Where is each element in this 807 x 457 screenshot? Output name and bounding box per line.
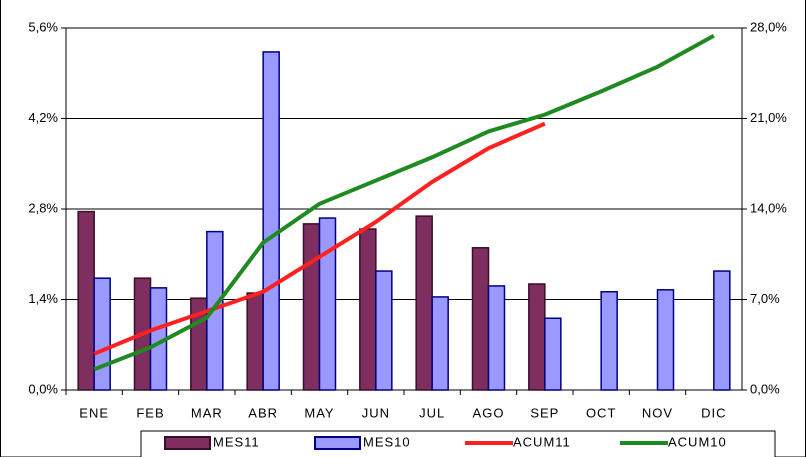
x-tick-label: ENE — [79, 405, 109, 420]
x-tick-label: OCT — [586, 405, 616, 420]
legend-label: ACUM10 — [668, 434, 727, 449]
legend-label: ACUM11 — [513, 434, 571, 449]
bar — [713, 270, 731, 391]
bar — [262, 51, 280, 391]
bar — [471, 247, 490, 391]
bar — [375, 270, 393, 391]
legend-swatch — [164, 436, 211, 450]
y2-tick-label: 28,0% — [750, 19, 787, 34]
bar — [600, 290, 618, 391]
line — [93, 34, 715, 372]
x-tick-label: NOV — [642, 405, 673, 420]
y-tick-label: 1,4% — [28, 291, 58, 306]
x-tick-label: ABR — [248, 405, 278, 420]
y2-tick-label: 0,0% — [750, 381, 780, 396]
y2-tick-label: 7,0% — [750, 291, 780, 306]
bar — [528, 283, 546, 391]
bar — [77, 210, 95, 391]
y-tick-label: 0,0% — [28, 381, 58, 396]
bar — [656, 289, 675, 391]
x-tick-label: DIC — [701, 405, 726, 420]
y-tick-label: 2,8% — [28, 200, 58, 215]
x-tick-label: JUN — [362, 405, 390, 420]
bar — [246, 292, 264, 391]
y-tick-label: 4,2% — [28, 110, 58, 125]
bar — [359, 228, 377, 391]
y2-tick-label: 21,0% — [750, 110, 787, 125]
y2-tick-label: 14,0% — [750, 200, 787, 215]
x-tick-label: JUL — [419, 405, 445, 420]
y-tick-label: 5,6% — [28, 19, 58, 34]
x-tick-label: FEB — [136, 405, 164, 420]
bar — [431, 296, 449, 391]
legend-swatch — [314, 436, 361, 450]
x-tick-label: AGO — [473, 405, 505, 420]
bar — [487, 285, 506, 391]
legend-label: MES11 — [213, 434, 260, 449]
legend-box — [140, 430, 776, 457]
bar — [93, 277, 111, 391]
legend-label: MES10 — [363, 434, 411, 449]
x-tick-label: MAY — [304, 405, 334, 420]
bar — [302, 223, 321, 391]
x-tick-label: SEP — [530, 405, 559, 420]
bar — [318, 217, 337, 391]
bar — [544, 317, 562, 391]
bar — [415, 215, 433, 391]
x-tick-label: MAR — [191, 405, 223, 420]
line — [93, 121, 546, 356]
